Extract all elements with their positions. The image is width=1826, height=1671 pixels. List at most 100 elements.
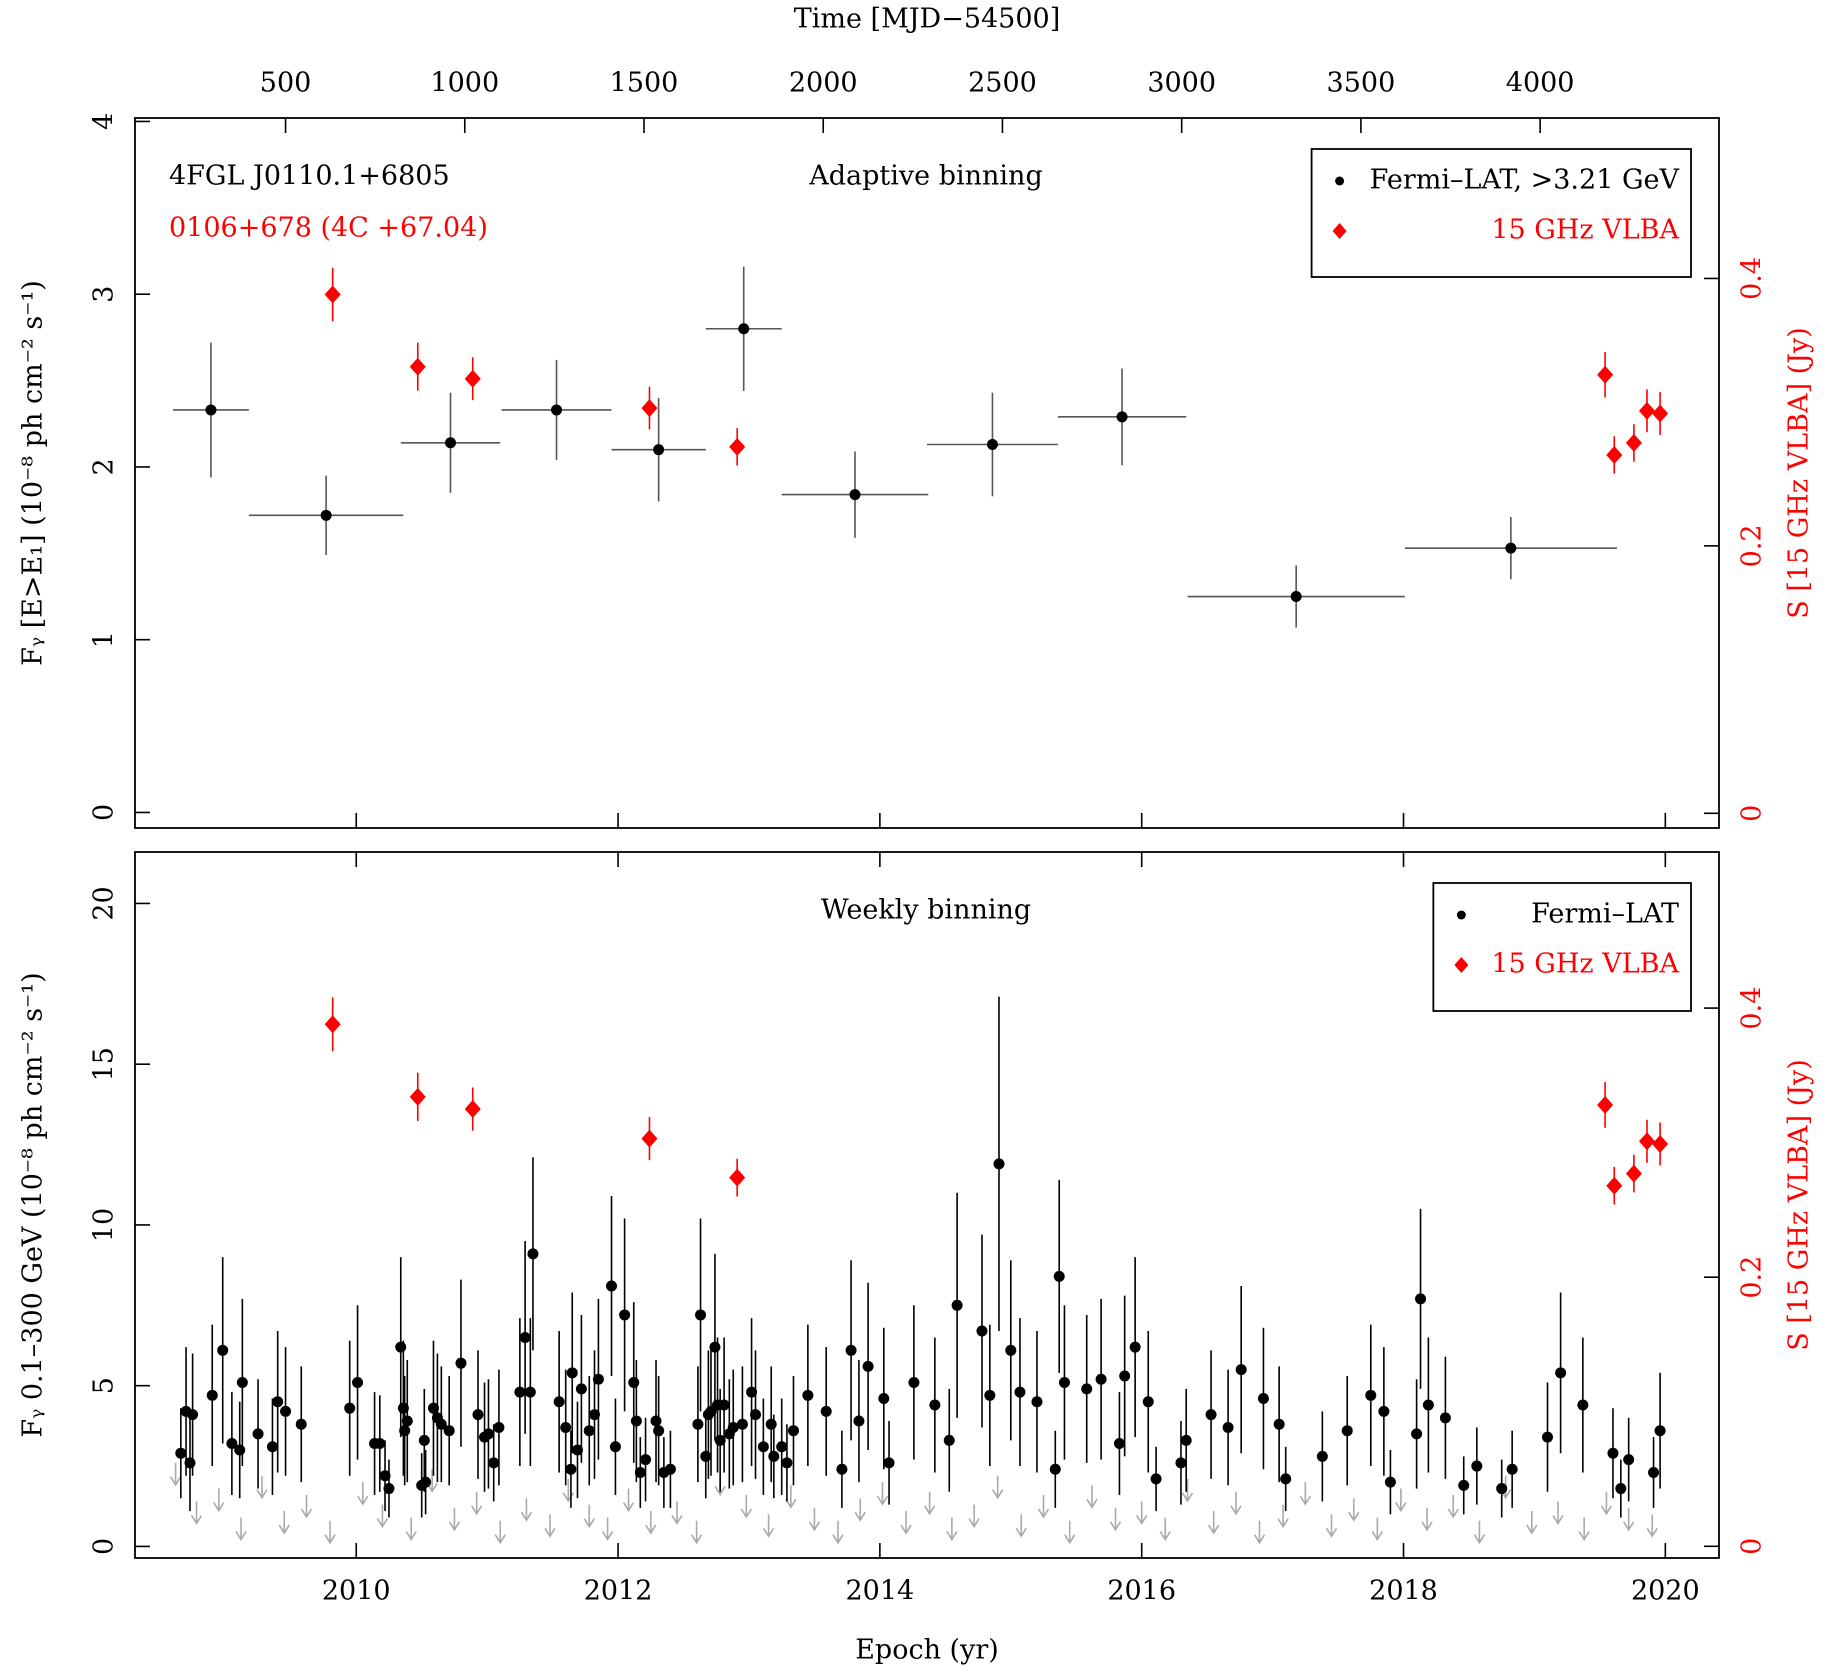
point [1597, 1095, 1614, 1114]
upper-limit [448, 1507, 461, 1532]
upper-limit [785, 1485, 797, 1509]
upper-limit [690, 1520, 703, 1545]
point [401, 1415, 413, 1427]
point [252, 1428, 264, 1440]
point [280, 1405, 292, 1417]
legend-label: 15 GHz VLBA [1491, 949, 1679, 980]
legend-box [1432, 882, 1692, 1012]
point [1506, 1463, 1518, 1475]
point [1049, 1463, 1061, 1475]
upper-limit [1552, 1501, 1564, 1525]
point [883, 1457, 895, 1469]
point [455, 1357, 467, 1369]
upper-limit [190, 1501, 203, 1525]
point [836, 1463, 848, 1475]
point [1384, 1476, 1396, 1488]
plot-frame [134, 851, 1720, 1559]
panel: 0 1 2 3 4 0 0.2 0.4 500 1000 1500 2000 2500 3000 3500 4… [18, 4, 1815, 829]
legend-marker [1332, 223, 1347, 239]
upper-limit [968, 1504, 980, 1529]
point [1422, 1399, 1434, 1411]
point [709, 1341, 721, 1353]
point [802, 1389, 814, 1401]
point [1129, 1341, 1141, 1353]
y2-axis-label: S [15 GHz VLBA] (Jy) [1784, 1059, 1815, 1351]
y-tick-label: 15 [89, 1047, 120, 1081]
point [551, 404, 563, 416]
point [1505, 542, 1517, 554]
point [714, 1434, 726, 1446]
upper-limit [1299, 1482, 1312, 1506]
point [1597, 365, 1614, 384]
legend: Fermi–LAT, >3.21 GeV 15 GHz VLBA [1310, 148, 1692, 278]
point [234, 1444, 246, 1456]
point [765, 1418, 777, 1430]
legend-label: Fermi–LAT, >3.21 GeV [1370, 165, 1680, 196]
point [653, 1425, 665, 1437]
upper-limit [1371, 1517, 1384, 1541]
panel-title: Adaptive binning [808, 161, 1042, 192]
x2-tick-label: 4000 [1506, 68, 1575, 99]
upper-limit [1578, 1517, 1590, 1541]
point [776, 1441, 788, 1453]
point [1053, 1270, 1065, 1282]
point [609, 1441, 621, 1453]
y2-tick-label: 0.2 [1737, 524, 1768, 567]
point [849, 489, 861, 501]
point [1625, 433, 1642, 452]
y-tick-label: 4 [89, 113, 120, 130]
point [729, 437, 746, 456]
point [226, 1438, 238, 1450]
x2-tick-label: 1000 [430, 68, 499, 99]
point [1639, 1132, 1655, 1151]
upper-limit [470, 1491, 483, 1516]
point [519, 1331, 531, 1343]
y-tick-label: 5 [89, 1377, 120, 1394]
y-tick-label: 10 [89, 1208, 120, 1242]
point [1439, 1412, 1451, 1424]
point [1180, 1434, 1192, 1446]
upper-limit [740, 1494, 753, 1519]
point [344, 1402, 356, 1414]
upper-limit [544, 1514, 556, 1538]
upper-limit [405, 1517, 417, 1541]
point [383, 1483, 395, 1495]
upper-limit [808, 1507, 821, 1532]
point [768, 1450, 780, 1462]
legend-marker [1456, 910, 1466, 920]
point [374, 1438, 386, 1450]
upper-limit [1086, 1485, 1098, 1509]
point [853, 1415, 865, 1427]
upper-limit [300, 1494, 313, 1519]
point [588, 1409, 600, 1421]
point [908, 1376, 920, 1388]
legend-label: 15 GHz VLBA [1491, 215, 1679, 246]
point [750, 1409, 762, 1421]
upper-limit [1208, 1511, 1220, 1535]
upper-limit [1325, 1514, 1338, 1538]
point [1119, 1370, 1131, 1382]
y-axis-label: Fᵧ 0.1–300 GeV (10⁻⁸ ph cm⁻² s⁻¹) [18, 972, 49, 1437]
x2-tick-label: 3500 [1327, 68, 1396, 99]
upper-limit [900, 1511, 912, 1535]
point [1205, 1409, 1217, 1421]
upper-limit [376, 1504, 389, 1529]
point [427, 1402, 439, 1414]
point [295, 1418, 307, 1430]
point [583, 1425, 595, 1437]
point [1316, 1450, 1328, 1462]
point [565, 1463, 577, 1475]
point [566, 1367, 578, 1379]
upper-limit [562, 1478, 574, 1503]
point [493, 1421, 505, 1433]
annotation: 0106+678 (4C +67.04) [169, 213, 488, 244]
point [1542, 1431, 1554, 1443]
point [1280, 1473, 1292, 1485]
point [379, 1470, 391, 1482]
point [1142, 1396, 1154, 1408]
point [951, 1299, 963, 1311]
y-tick-label: 20 [89, 886, 120, 920]
point [266, 1441, 278, 1453]
x-tick-label: 2020 [1631, 1576, 1700, 1607]
